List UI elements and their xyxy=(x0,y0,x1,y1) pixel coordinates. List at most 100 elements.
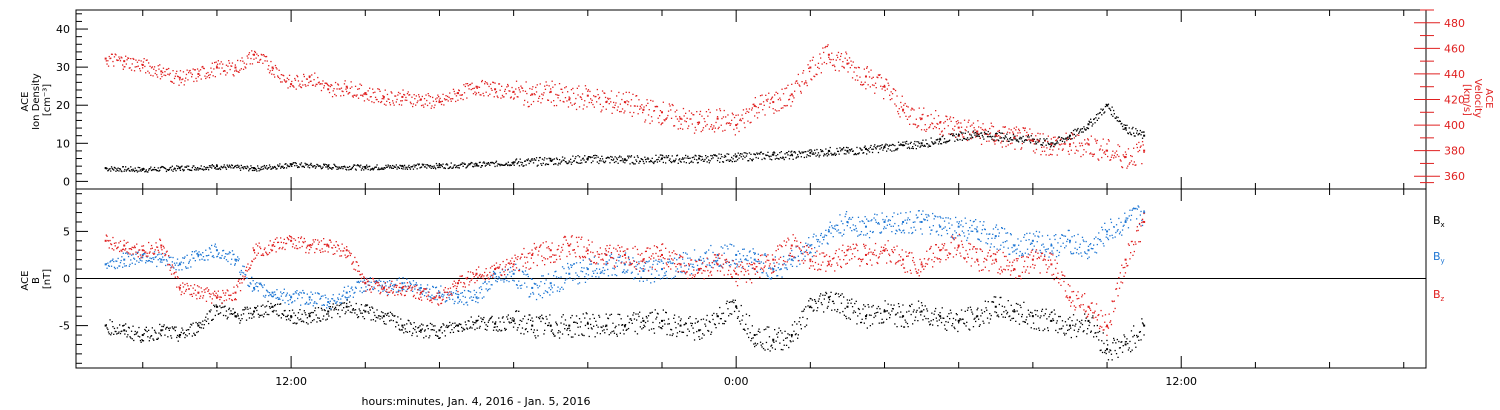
scatter-mark-b0-653 xyxy=(590,323,592,326)
scatter-mark-b0-33 xyxy=(130,337,132,339)
scatter-mark-b0-202 xyxy=(255,307,257,309)
scatter-mark-b0-288 xyxy=(319,320,321,322)
scatter-mark-b0-1054 xyxy=(887,303,889,305)
scatter-mark-b0-1172 xyxy=(975,320,977,323)
scatter-mark-b0-117 xyxy=(192,322,194,324)
scatter-mark-t1-631 xyxy=(573,103,575,105)
scatter-mark-t0-1263 xyxy=(1042,142,1044,144)
scatter-mark-t0-1232 xyxy=(1019,136,1021,138)
scatter-mark-t1-316 xyxy=(340,95,342,97)
scatter-mark-t1-926 xyxy=(792,95,794,97)
scatter-mark-b1-287 xyxy=(318,293,320,295)
scatter-mark-b0-1161 xyxy=(966,309,969,311)
scatter-mark-t0-47 xyxy=(140,170,142,172)
scatter-mark-t1-833 xyxy=(723,109,725,112)
scatter-mark-b0-919 xyxy=(787,333,789,335)
scatter-mark-t1-85 xyxy=(168,74,170,76)
scatter-mark-t1-15 xyxy=(116,59,119,62)
scatter-mark-b0-58 xyxy=(148,340,150,342)
scatter-mark-t1-1399 xyxy=(1143,151,1145,153)
scatter-mark-t1-65 xyxy=(153,66,156,68)
scatter-mark-t0-1205 xyxy=(999,137,1001,139)
scatter-mark-t1-322 xyxy=(344,80,346,82)
scatter-mark-t1-265 xyxy=(302,84,304,86)
scatter-mark-t1-1067 xyxy=(897,110,899,113)
scatter-mark-b1-249 xyxy=(290,295,292,297)
scatter-mark-t1-1131 xyxy=(944,120,946,123)
scatter-mark-b0-225 xyxy=(272,311,274,313)
scatter-mark-t0-812 xyxy=(708,159,710,161)
scatter-mark-b0-603 xyxy=(553,333,555,335)
scatter-mark-b0-1108 xyxy=(927,318,929,320)
scatter-mark-t1-197 xyxy=(251,63,254,65)
scatter-mark-b1-419 xyxy=(416,284,418,286)
scatter-mark-b0-218 xyxy=(267,300,269,303)
scatter-mark-b0-298 xyxy=(326,318,328,320)
scatter-mark-b0-1397 xyxy=(1141,322,1144,324)
scatter-mark-b0-1004 xyxy=(850,302,852,304)
scatter-mark-t0-26 xyxy=(125,166,127,168)
scatter-mark-t0-1175 xyxy=(977,135,979,137)
scatter-mark-b1-110 xyxy=(187,267,189,269)
density-tick-label-1: 10 xyxy=(56,137,70,150)
scatter-mark-t1-726 xyxy=(644,121,646,123)
scatter-mark-t1-703 xyxy=(627,103,629,106)
scatter-mark-t1-377 xyxy=(385,104,387,106)
scatter-mark-t1-105 xyxy=(183,84,185,86)
scatter-mark-b0-391 xyxy=(395,321,397,323)
scatter-mark-t1-692 xyxy=(619,111,621,113)
scatter-mark-b0-474 xyxy=(457,330,459,332)
scatter-mark-t0-611 xyxy=(558,159,561,161)
scatter-mark-t0-1122 xyxy=(937,143,940,145)
scatter-mark-b1-412 xyxy=(411,287,413,289)
scatter-mark-b0-883 xyxy=(760,344,762,346)
scatter-mark-t0-185 xyxy=(242,168,245,170)
scatter-mark-b0-752 xyxy=(663,319,665,322)
scatter-mark-t1-499 xyxy=(475,92,478,94)
scatter-mark-t0-667 xyxy=(600,160,602,162)
scatter-mark-t0-1253 xyxy=(1035,141,1037,143)
scatter-mark-b1-158 xyxy=(222,249,225,252)
scatter-mark-t0-210 xyxy=(261,168,263,170)
scatter-mark-b1-390 xyxy=(395,283,397,286)
scatter-mark-t0-1381 xyxy=(1130,133,1132,135)
scatter-mark-t0-992 xyxy=(841,149,843,151)
scatter-mark-t0-11 xyxy=(113,166,116,169)
scatter-mark-b0-64 xyxy=(153,339,155,341)
scatter-mark-b0-1093 xyxy=(916,309,918,312)
scatter-mark-b0-744 xyxy=(657,313,659,315)
scatter-mark-t1-81 xyxy=(165,68,168,71)
scatter-mark-t1-1376 xyxy=(1126,167,1128,169)
scatter-mark-t0-155 xyxy=(220,165,222,168)
scatter-mark-t1-272 xyxy=(307,84,309,87)
scatter-mark-t1-422 xyxy=(418,96,420,98)
scatter-mark-t1-451 xyxy=(440,101,442,103)
scatter-mark-b0-1305 xyxy=(1073,329,1075,331)
scatter-mark-b0-880 xyxy=(758,328,760,330)
scatter-mark-b0-121 xyxy=(195,321,197,324)
scatter-mark-t1-418 xyxy=(415,95,417,97)
scatter-mark-b1-434 xyxy=(427,291,429,293)
scatter-mark-t0-323 xyxy=(345,168,347,170)
scatter-mark-b0-161 xyxy=(225,315,227,317)
scatter-mark-b1-80 xyxy=(165,264,167,267)
scatter-mark-b0-90 xyxy=(172,327,174,330)
scatter-mark-t1-640 xyxy=(580,96,582,99)
scatter-mark-t1-590 xyxy=(543,92,545,94)
scatter-mark-t1-1365 xyxy=(1118,155,1120,158)
scatter-mark-b1-14 xyxy=(116,260,118,262)
scatter-mark-t1-1077 xyxy=(904,102,906,105)
scatter-mark-t0-265 xyxy=(302,165,304,167)
scatter-mark-t0-929 xyxy=(794,152,797,154)
scatter-mark-b0-362 xyxy=(374,314,376,317)
scatter-mark-t1-1306 xyxy=(1074,152,1076,154)
scatter-mark-t0-1362 xyxy=(1115,116,1118,118)
scatter-mark-t0-884 xyxy=(761,158,763,161)
scatter-mark-t1-766 xyxy=(673,125,676,127)
scatter-mark-t1-1039 xyxy=(876,76,878,78)
scatter-mark-t1-1196 xyxy=(992,126,995,128)
scatter-mark-t0-800 xyxy=(699,155,701,157)
data-point-t1-36 xyxy=(772,101,775,104)
scatter-mark-b0-944 xyxy=(805,324,808,326)
scatter-mark-t1-956 xyxy=(814,64,817,66)
